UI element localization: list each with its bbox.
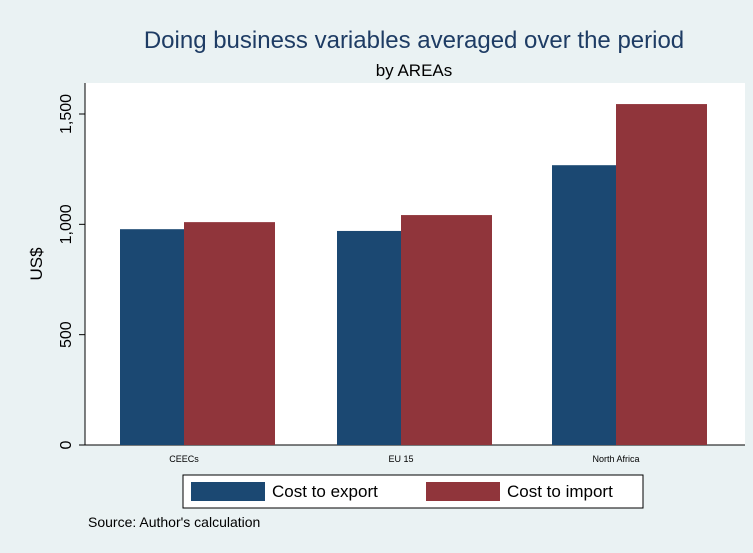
y-tick-label: 1,000	[58, 204, 75, 244]
legend-swatch-export	[191, 482, 265, 501]
legend-label-import: Cost to import	[507, 482, 613, 501]
y-tick-label: 500	[58, 321, 75, 348]
x-tick-label: North Africa	[592, 454, 639, 464]
bar-import-north-africa	[616, 104, 707, 445]
source-note: Source: Author's calculation	[88, 514, 260, 530]
bar-import-eu-15	[401, 215, 492, 445]
chart-title: Doing business variables averaged over t…	[144, 27, 684, 54]
x-tick-labels: CEECs EU 15 North Africa	[169, 454, 639, 464]
legend-label-export: Cost to export	[272, 482, 378, 501]
x-tick-label: EU 15	[388, 454, 413, 464]
bars	[120, 104, 707, 445]
x-tick-label: CEECs	[169, 454, 199, 464]
y-tick-label: 1,500	[58, 94, 75, 134]
y-ticks: 0 500 1,000 1,500	[58, 94, 85, 449]
chart-subtitle: by AREAs	[376, 61, 453, 80]
legend: Cost to export Cost to import	[182, 474, 644, 509]
y-tick-label: 0	[58, 440, 75, 449]
bar-export-eu-15	[337, 230, 401, 445]
bar-export-ceecs	[120, 229, 184, 445]
legend-swatch-import	[426, 482, 500, 501]
y-axis-label: US$	[27, 247, 46, 281]
bar-import-ceecs	[184, 222, 275, 445]
bar-export-north-africa	[552, 165, 616, 445]
